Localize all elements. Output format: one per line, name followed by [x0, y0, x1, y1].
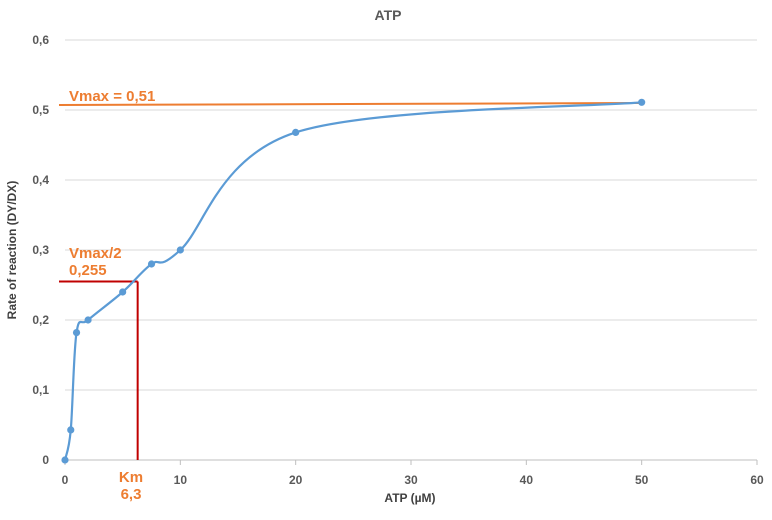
data-point	[176, 246, 184, 254]
km-label: Km	[119, 469, 143, 486]
x-tick-label: 50	[635, 473, 649, 487]
y-axis-ticks: 0 0,1 0,2 0,3 0,4 0,5 0,6	[32, 33, 49, 467]
data-point	[72, 329, 81, 337]
annotation-lines	[58, 102, 642, 460]
y-axis-title: Rate of reaction (DY/DX)	[5, 181, 19, 320]
x-axis-ticks: 0 10 20 30 40 50 60	[62, 473, 764, 487]
vmax-label: Vmax = 0,51	[69, 88, 155, 105]
series-line	[63, 101, 642, 461]
x-tick-label: 40	[520, 473, 534, 487]
data-point	[147, 260, 156, 268]
data-point	[292, 128, 300, 136]
y-tick-label: 0,1	[32, 383, 49, 397]
chart-title: ATP	[375, 7, 402, 23]
vmax-line	[58, 102, 642, 106]
y-tick-label: 0	[42, 453, 49, 467]
data-point	[638, 98, 646, 106]
x-tick-label: 60	[750, 473, 764, 487]
y-tick-label: 0,5	[32, 103, 49, 117]
x-tick-label: 30	[404, 473, 418, 487]
x-tick-label: 20	[289, 473, 303, 487]
x-tick-label: 10	[174, 473, 188, 487]
y-tick-label: 0,3	[32, 243, 49, 257]
data-point	[67, 426, 75, 434]
data-series	[63, 101, 642, 461]
km-value: 6,3	[121, 486, 142, 503]
y-tick-label: 0,6	[32, 33, 49, 47]
data-point	[119, 288, 127, 296]
x-tick-label: 0	[62, 473, 69, 487]
y-tick-label: 0,2	[32, 313, 49, 327]
x-axis-title: ATP (µM)	[384, 491, 435, 505]
data-point	[84, 316, 92, 324]
data-points	[61, 98, 646, 464]
data-point	[61, 456, 69, 464]
vmax-half-label: Vmax/2	[69, 245, 122, 262]
vmax-half-value: 0,255	[69, 262, 107, 279]
y-tick-label: 0,4	[32, 173, 49, 187]
